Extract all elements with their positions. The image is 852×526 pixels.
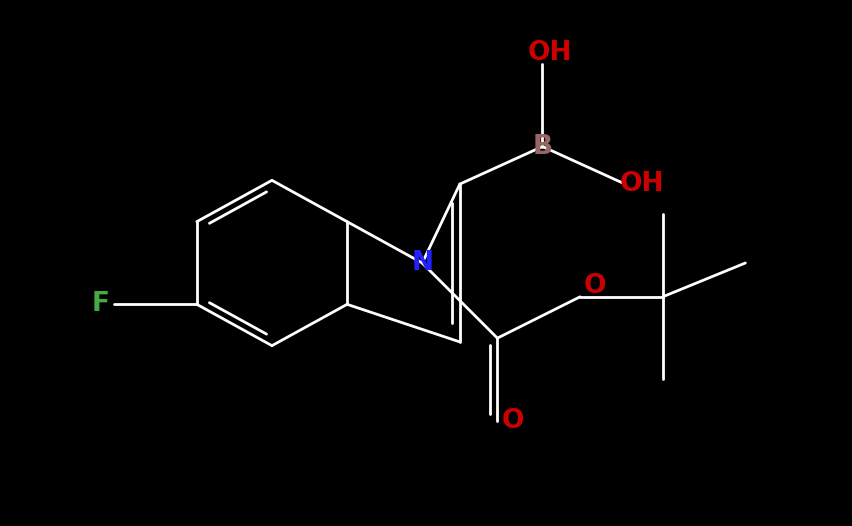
Text: N: N: [412, 250, 434, 276]
Text: B: B: [532, 134, 553, 159]
Text: F: F: [92, 291, 110, 317]
Text: O: O: [501, 408, 524, 434]
Text: O: O: [584, 272, 607, 299]
Text: OH: OH: [619, 171, 664, 197]
Text: OH: OH: [527, 39, 573, 66]
